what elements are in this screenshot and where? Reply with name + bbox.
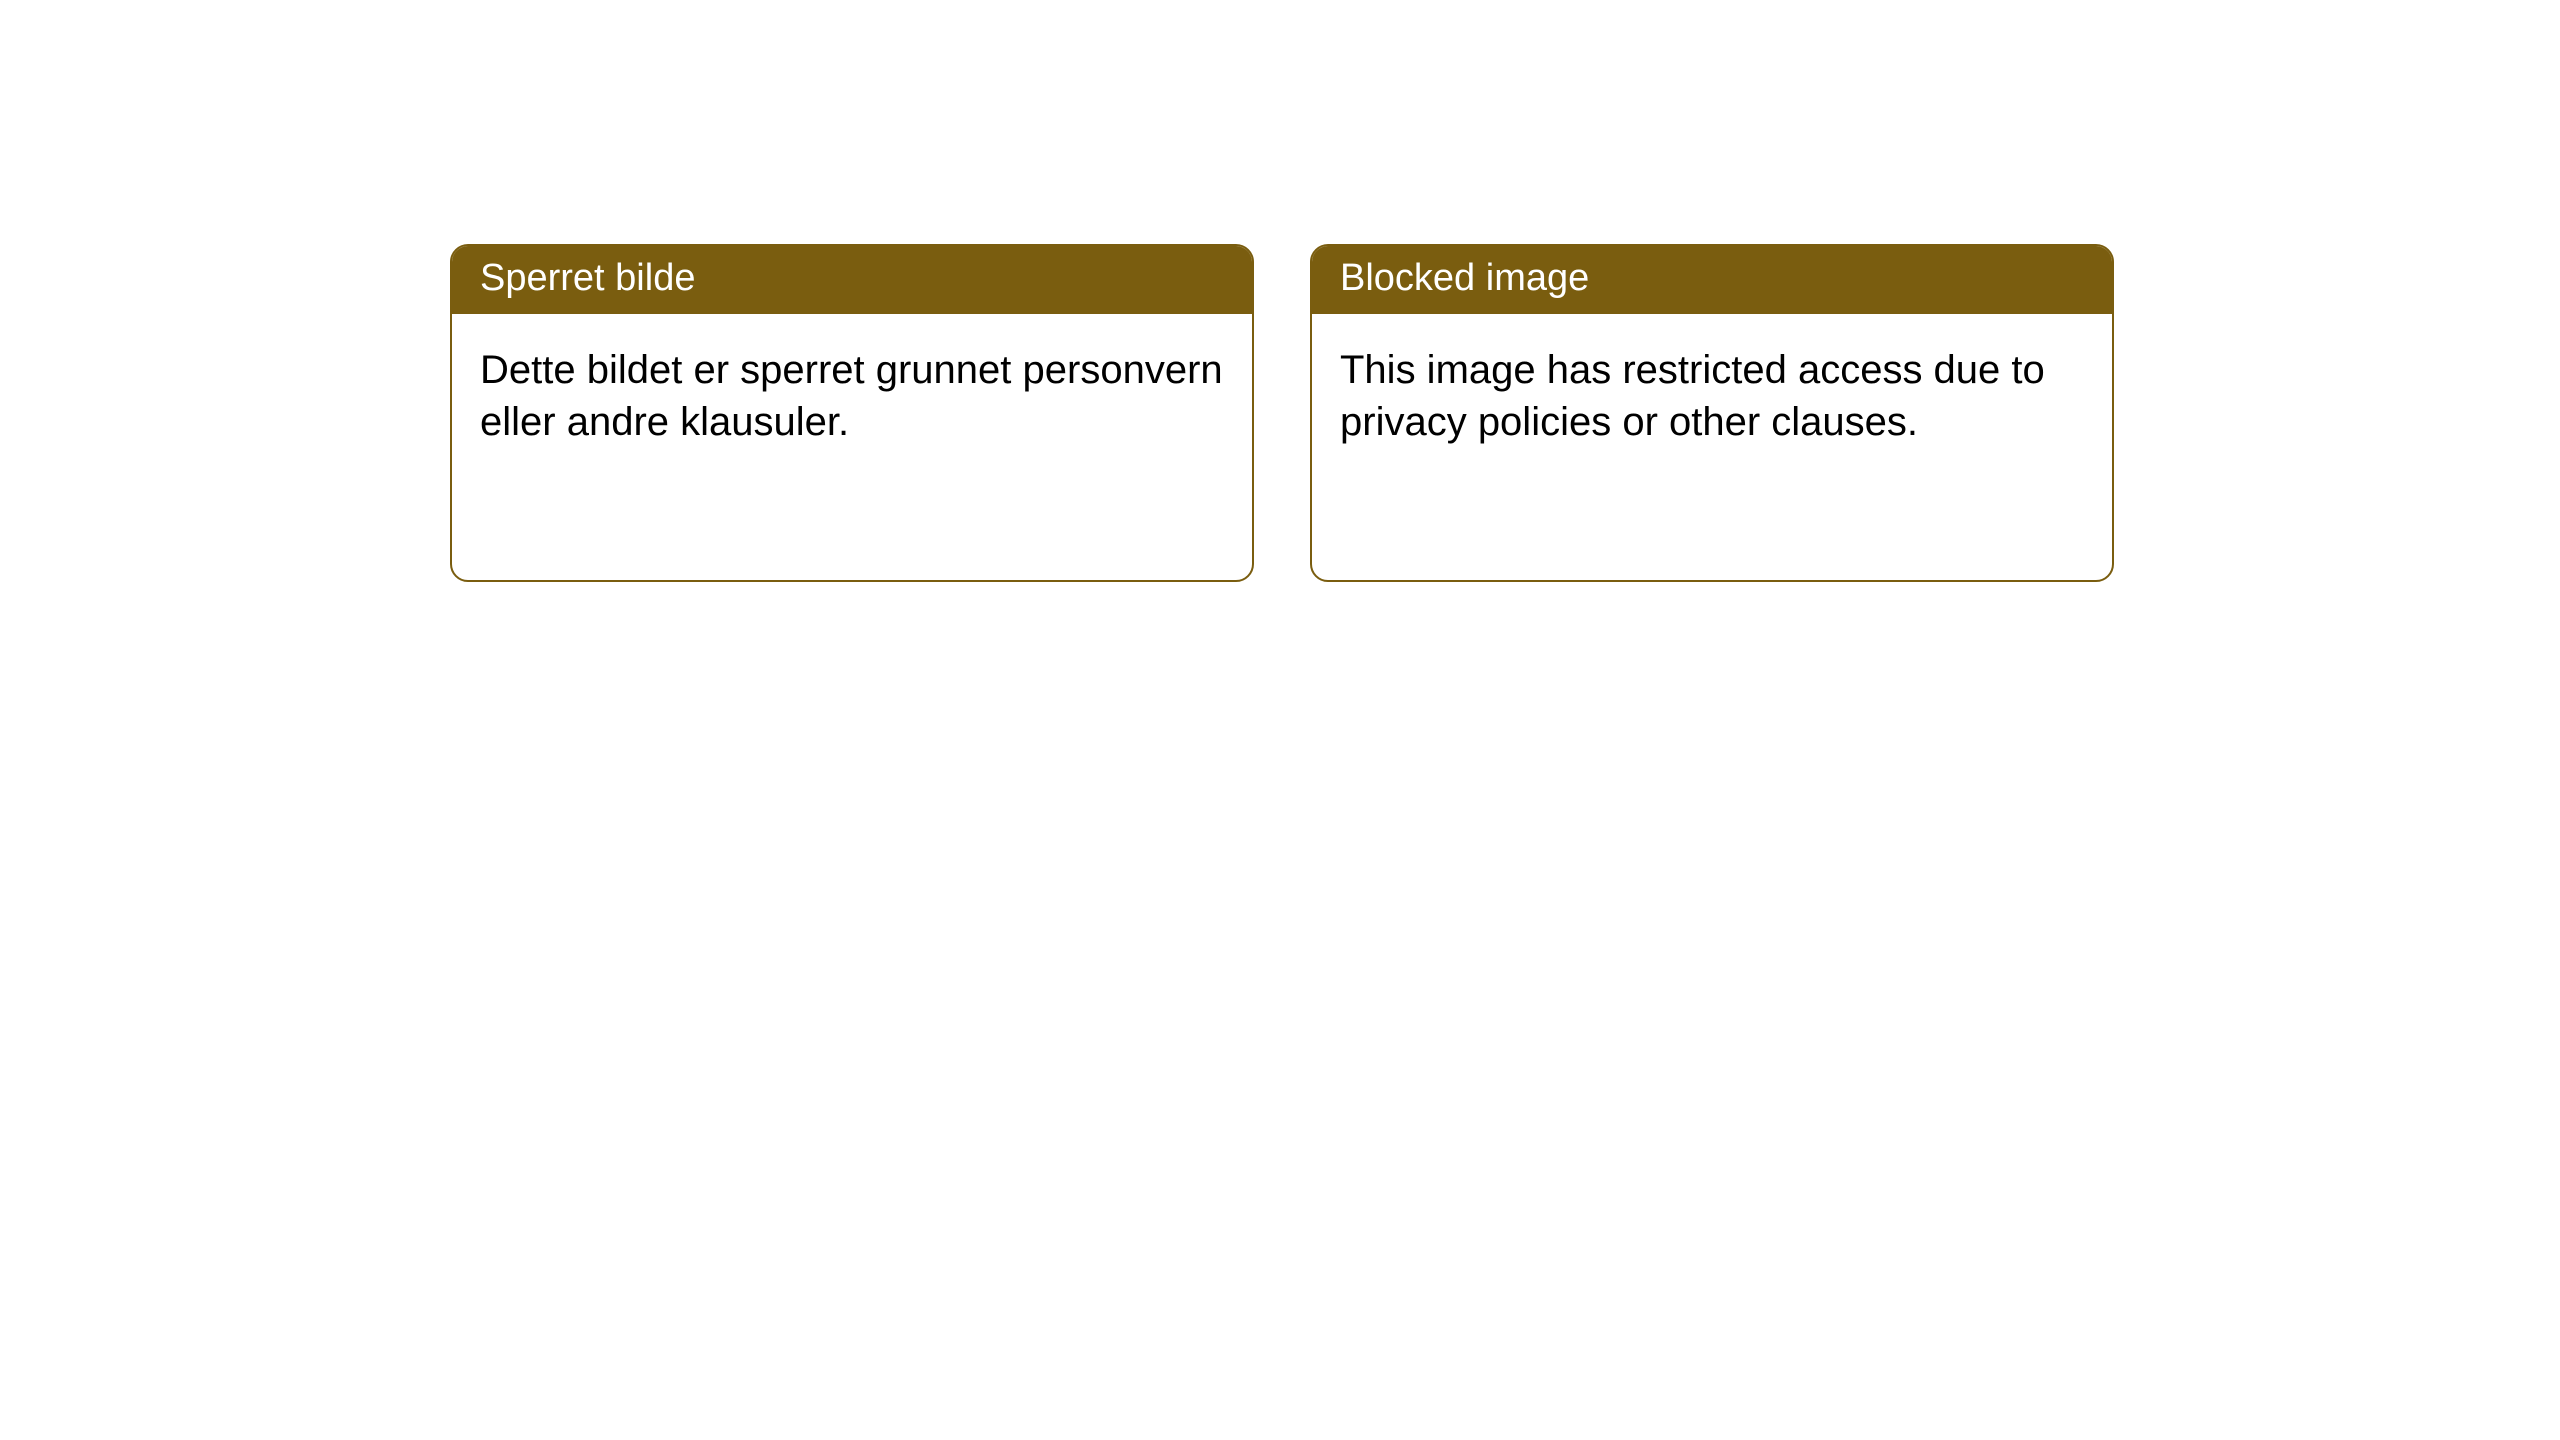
notice-card-title: Blocked image (1312, 246, 2112, 314)
notice-card-title: Sperret bilde (452, 246, 1252, 314)
notice-cards-container: Sperret bilde Dette bildet er sperret gr… (0, 0, 2560, 582)
notice-card-norwegian: Sperret bilde Dette bildet er sperret gr… (450, 244, 1254, 582)
notice-card-english: Blocked image This image has restricted … (1310, 244, 2114, 582)
notice-card-body: This image has restricted access due to … (1312, 314, 2112, 478)
notice-card-body: Dette bildet er sperret grunnet personve… (452, 314, 1252, 478)
